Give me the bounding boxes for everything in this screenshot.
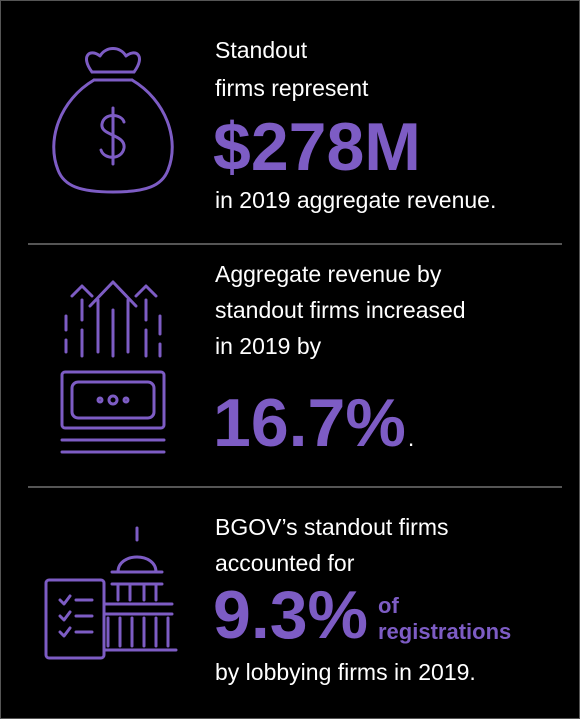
text-line: accounted for — [215, 550, 355, 576]
text-line: BGOV’s standout firms — [215, 514, 449, 540]
suffix: . — [408, 425, 414, 451]
text-line: by lobbying firms in 2019. — [215, 659, 476, 685]
figure-note: of — [378, 593, 399, 618]
revenue-up-icon — [60, 280, 166, 454]
text-line: Aggregate revenue by — [215, 261, 442, 287]
text-line: Standout — [215, 37, 308, 63]
text-line: in 2019 aggregate revenue. — [215, 187, 496, 213]
figure: 9.3% — [213, 577, 368, 653]
figure: $278M — [213, 109, 421, 185]
text-line: firms represent — [215, 75, 369, 101]
money-bag-icon — [52, 47, 174, 194]
text-line: in 2019 by — [215, 333, 322, 359]
figure-note: registrations — [378, 619, 511, 644]
capitol-icon — [44, 526, 178, 660]
figure: 16.7% — [213, 385, 406, 461]
text-line: standout firms increased — [215, 297, 466, 323]
